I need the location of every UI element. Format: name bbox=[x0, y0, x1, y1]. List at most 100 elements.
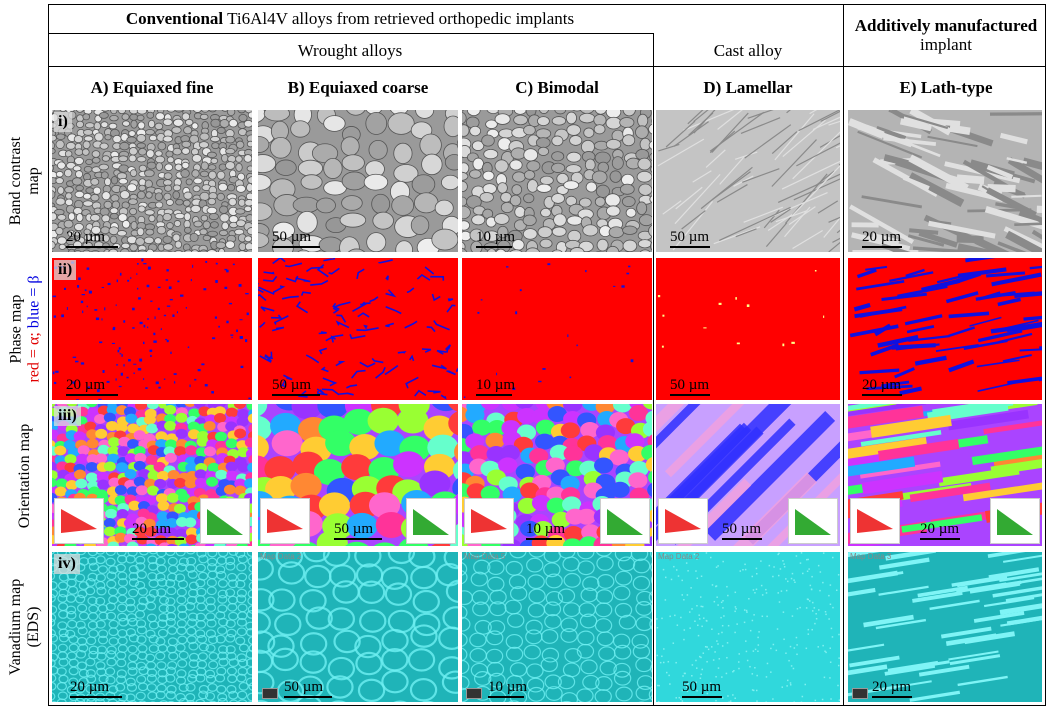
scale-bar-line bbox=[66, 394, 118, 396]
scale-bar-label: 20 µm bbox=[66, 229, 106, 245]
scale-bar-label: 50 µm bbox=[682, 679, 722, 695]
scale-bar-line bbox=[722, 538, 762, 540]
scale-bar: 20 µm bbox=[920, 522, 960, 540]
scale-bar: 20 µm bbox=[66, 230, 118, 248]
scale-bar: 50 µm bbox=[670, 378, 710, 396]
scale-bar-line bbox=[66, 246, 118, 248]
scale-bar: 10 µm bbox=[476, 378, 515, 396]
scale-bar-line bbox=[476, 394, 512, 396]
micrograph-phase-bimodal bbox=[462, 258, 652, 400]
instrument-logo bbox=[466, 688, 482, 699]
micrograph-vanadium-lath-type bbox=[848, 552, 1042, 702]
line-under-conventional bbox=[48, 33, 654, 34]
scale-bar-label: 50 µm bbox=[722, 521, 762, 537]
panel-phase-equiaxed-coarse: 50 µm bbox=[258, 258, 458, 400]
header-additive-rest: implant bbox=[920, 35, 972, 54]
micrograph-orientation-lath-type bbox=[848, 404, 1042, 546]
row-label-phase-map: Phase map red = α; blue = β bbox=[7, 275, 42, 383]
scale-bar-line bbox=[272, 246, 320, 248]
row-tag-phase: ii) bbox=[54, 260, 77, 280]
panel-vanadium-lamellar: Map Data 2 50 µm bbox=[656, 552, 840, 702]
ipf-key-right bbox=[200, 498, 250, 544]
panel-orientation-bimodal: 10 µm bbox=[462, 404, 652, 546]
scale-bar-line bbox=[670, 246, 710, 248]
panel-band-contrast-equiaxed-coarse: 50 µm bbox=[258, 110, 458, 252]
ipf-key-right bbox=[600, 498, 650, 544]
column-header-a: A) Equiaxed fine bbox=[90, 78, 214, 97]
row-tag-band-contrast: i) bbox=[54, 112, 72, 132]
header-cast-text: Cast alloy bbox=[713, 40, 783, 60]
scale-bar-label: 50 µm bbox=[284, 679, 324, 695]
panel-orientation-lath-type: 20 µm bbox=[848, 404, 1042, 546]
scale-bar: 50 µm bbox=[284, 680, 332, 698]
scale-bar-line bbox=[284, 696, 332, 698]
scale-bar: 10 µm bbox=[488, 680, 527, 698]
scale-bar-line bbox=[476, 246, 512, 248]
header-conventional-bold: Conventional bbox=[125, 8, 224, 28]
scale-bar-line bbox=[272, 394, 320, 396]
micrograph-vanadium-equiaxed-fine bbox=[52, 552, 252, 702]
scale-bar: 50 µm bbox=[682, 680, 722, 698]
scale-bar-line bbox=[670, 394, 710, 396]
panel-orientation-equiaxed-fine: iii) 20 µm bbox=[52, 404, 252, 546]
scale-bar-label: 20 µm bbox=[70, 679, 110, 695]
panel-phase-bimodal: 10 µm bbox=[462, 258, 652, 400]
panel-phase-equiaxed-fine: ii) 20 µm bbox=[52, 258, 252, 400]
scale-bar: 20 µm bbox=[862, 230, 902, 248]
panel-band-contrast-bimodal: 10 µm bbox=[462, 110, 652, 252]
ipf-key-left bbox=[54, 498, 104, 544]
frame-right bbox=[1045, 4, 1046, 706]
panel-band-contrast-lath-type: 20 µm bbox=[848, 110, 1042, 252]
line-under-group-headers bbox=[48, 66, 1046, 67]
scale-bar: 20 µm bbox=[70, 680, 122, 698]
scale-bar-label: 20 µm bbox=[66, 377, 106, 393]
frame-top bbox=[48, 4, 1046, 5]
scale-bar: 20 µm bbox=[66, 378, 118, 396]
micrograph-vanadium-lamellar bbox=[656, 552, 840, 702]
header-additive: Additively manufactured implant bbox=[844, 4, 1048, 66]
map-data-label: Map Data 2 bbox=[658, 552, 700, 561]
column-header-c: C) Bimodal bbox=[515, 78, 599, 97]
micrograph-band-contrast-equiaxed-fine bbox=[52, 110, 252, 252]
scale-bar-label: 20 µm bbox=[920, 521, 960, 537]
micrograph-phase-lath-type bbox=[848, 258, 1042, 400]
scale-bar-label: 50 µm bbox=[670, 229, 710, 245]
scale-bar-label: 20 µm bbox=[132, 521, 172, 537]
column-header-d: D) Lamellar bbox=[703, 78, 793, 97]
scale-bar-line bbox=[872, 696, 912, 698]
separator-wrought-cast bbox=[653, 33, 654, 706]
panel-orientation-lamellar: 50 µm bbox=[656, 404, 840, 546]
header-conventional-rest: Ti6Al4V alloys from retrieved orthopedic… bbox=[223, 8, 575, 28]
scale-bar-label: 50 µm bbox=[670, 377, 710, 393]
panel-phase-lamellar: 50 µm bbox=[656, 258, 840, 400]
scale-bar-line bbox=[862, 246, 902, 248]
scale-bar: 10 µm bbox=[476, 230, 515, 248]
ipf-key-right bbox=[990, 498, 1040, 544]
row-tag-vanadium: iv) bbox=[54, 554, 80, 574]
scale-bar: 10 µm bbox=[526, 522, 565, 540]
micrograph-phase-equiaxed-fine bbox=[52, 258, 252, 400]
panel-vanadium-bimodal: Map Data 5 10 µm bbox=[462, 552, 652, 702]
panel-vanadium-lath-type: Map Data 3 20 µm bbox=[848, 552, 1042, 702]
panel-vanadium-equiaxed-coarse: Map Data 2 50 µm bbox=[258, 552, 458, 702]
instrument-logo bbox=[852, 688, 868, 699]
scale-bar: 20 µm bbox=[862, 378, 902, 396]
ipf-key-left bbox=[850, 498, 900, 544]
micrograph-vanadium-equiaxed-coarse bbox=[258, 552, 458, 702]
scale-bar-label: 10 µm bbox=[476, 377, 516, 393]
ipf-key-left bbox=[658, 498, 708, 544]
scale-bar: 50 µm bbox=[334, 522, 382, 540]
ipf-key-left bbox=[260, 498, 310, 544]
panel-orientation-equiaxed-coarse: 50 µm bbox=[258, 404, 458, 546]
column-header-b: B) Equiaxed coarse bbox=[287, 78, 429, 97]
map-data-label: Map Data 5 bbox=[464, 552, 506, 561]
map-data-label: Map Data 3 bbox=[850, 552, 892, 561]
scale-bar-label: 50 µm bbox=[272, 229, 312, 245]
scale-bar-label: 20 µm bbox=[872, 679, 912, 695]
scale-bar-line bbox=[920, 538, 960, 540]
map-data-label: Map Data 2 bbox=[260, 552, 302, 561]
scale-bar-label: 10 µm bbox=[476, 229, 516, 245]
micrograph-vanadium-bimodal bbox=[462, 552, 652, 702]
scale-bar-label: 10 µm bbox=[526, 521, 566, 537]
micrograph-band-contrast-equiaxed-coarse bbox=[258, 110, 458, 252]
